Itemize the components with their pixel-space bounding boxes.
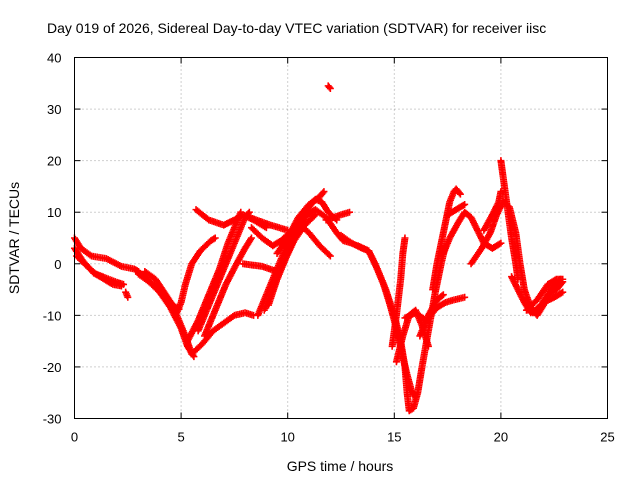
data-point xyxy=(247,234,255,242)
data-point xyxy=(495,240,503,248)
satellite-track xyxy=(183,208,245,345)
data-point xyxy=(124,293,132,301)
data-point xyxy=(461,293,469,301)
data-point xyxy=(210,235,218,243)
data-point xyxy=(326,252,334,260)
plot-frame xyxy=(74,57,608,419)
x-tick-label: 15 xyxy=(387,430,401,445)
satellite-track xyxy=(480,188,505,234)
satellite-track xyxy=(322,208,354,224)
satellite-track xyxy=(194,208,253,335)
y-axis-label: SDTVAR / TECUs xyxy=(6,182,22,294)
data-point xyxy=(497,188,505,196)
data-point xyxy=(86,251,94,259)
y-tick-label: 20 xyxy=(47,154,61,169)
x-tick-label: 10 xyxy=(280,430,294,445)
satellite-track xyxy=(388,234,409,350)
data-point xyxy=(211,234,219,242)
satellite-track xyxy=(73,252,125,290)
data-point xyxy=(319,189,327,197)
data-point xyxy=(326,84,334,92)
satellite-track xyxy=(201,234,255,340)
y-tick-label: -10 xyxy=(43,308,62,323)
data-point xyxy=(459,201,467,209)
x-tick-label: 5 xyxy=(177,430,184,445)
data-point xyxy=(310,212,318,220)
data-point xyxy=(320,188,328,196)
data-point xyxy=(497,239,505,247)
data-point xyxy=(117,282,125,290)
data-point xyxy=(439,291,447,299)
data-point xyxy=(559,275,567,283)
data-point xyxy=(424,342,432,350)
satellite-track xyxy=(522,275,567,314)
y-tick-label: -30 xyxy=(43,412,62,427)
satellite-track xyxy=(265,211,319,309)
y-tick-label: 10 xyxy=(47,205,61,220)
data-series xyxy=(71,82,567,415)
y-tick-label: 30 xyxy=(47,102,61,117)
axis-ticks: 0 5 10 15 20 25 -30 -20 -10 0 10 20 30 40 xyxy=(43,51,615,445)
data-point xyxy=(311,211,319,219)
data-point xyxy=(401,234,409,242)
x-tick-label: 0 xyxy=(71,430,78,445)
data-point xyxy=(190,353,198,361)
satellite-track xyxy=(239,260,281,276)
y-tick-label: 0 xyxy=(54,257,61,272)
y-tick-label: 40 xyxy=(47,51,61,66)
data-point xyxy=(189,351,197,359)
x-tick-label: 20 xyxy=(494,430,508,445)
satellite-track xyxy=(497,157,522,283)
satellite-track xyxy=(245,213,292,234)
data-point xyxy=(557,289,565,297)
satellite-track xyxy=(444,200,469,219)
data-point xyxy=(325,251,333,259)
data-point xyxy=(559,288,567,296)
satellite-track xyxy=(324,82,334,92)
grid xyxy=(74,57,608,419)
satellite-track xyxy=(429,185,464,294)
data-point xyxy=(273,268,281,276)
data-point xyxy=(284,226,292,234)
satellite-track xyxy=(122,288,132,301)
data-point xyxy=(346,208,354,216)
y-tick-label: -20 xyxy=(43,360,62,375)
data-point xyxy=(461,200,469,208)
chart-title: Day 019 of 2026, Sidereal Day-to-day VTE… xyxy=(47,20,546,36)
x-axis-label: GPS time / hours xyxy=(287,458,394,474)
data-point xyxy=(455,189,463,197)
satellite-track xyxy=(416,291,447,340)
data-point xyxy=(456,190,464,198)
data-point xyxy=(438,292,446,300)
x-tick-label: 25 xyxy=(600,430,614,445)
satellite-track xyxy=(141,268,183,313)
data-point xyxy=(247,235,255,243)
data-point xyxy=(325,83,333,91)
satellite-track xyxy=(273,188,328,257)
satellite-track xyxy=(173,234,219,317)
satellite-track xyxy=(529,288,567,317)
